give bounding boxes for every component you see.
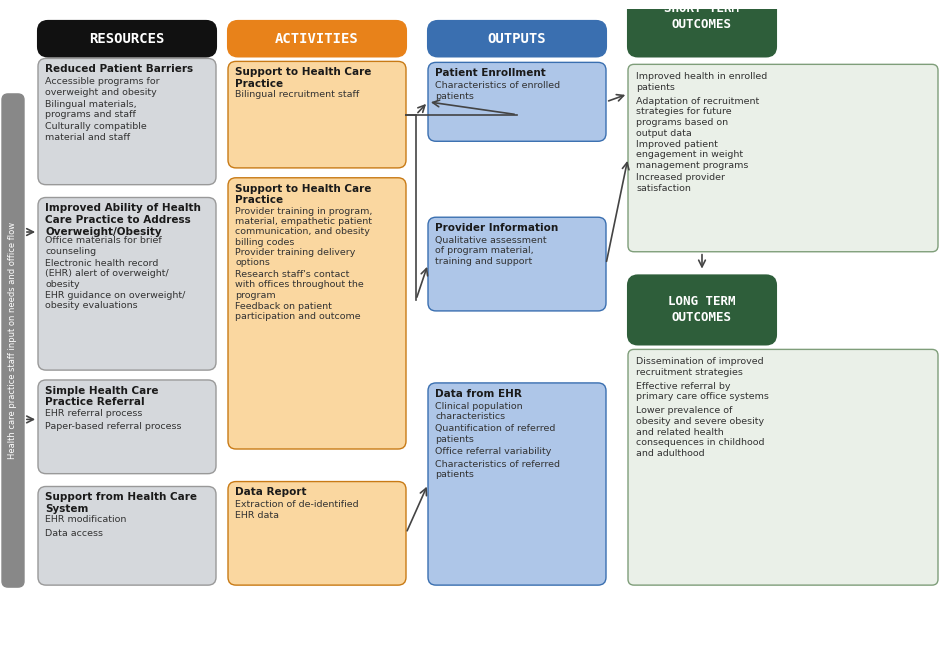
Text: ACTIVITIES: ACTIVITIES bbox=[276, 32, 359, 46]
Text: Qualitative assessment
of program material,
training and support: Qualitative assessment of program materi… bbox=[435, 236, 546, 266]
Text: Data access: Data access bbox=[45, 529, 103, 537]
Text: Improved health in enrolled
patients: Improved health in enrolled patients bbox=[636, 72, 768, 92]
FancyBboxPatch shape bbox=[228, 482, 406, 585]
FancyBboxPatch shape bbox=[628, 276, 776, 344]
Text: Accessible programs for
overweight and obesity: Accessible programs for overweight and o… bbox=[45, 77, 160, 97]
Text: Support to Health Care
Practice: Support to Health Care Practice bbox=[235, 67, 371, 89]
FancyBboxPatch shape bbox=[38, 21, 216, 57]
FancyBboxPatch shape bbox=[38, 198, 216, 370]
Text: Adaptation of recruitment
strategies for future
programs based on
output data: Adaptation of recruitment strategies for… bbox=[636, 97, 759, 138]
Text: Data from EHR: Data from EHR bbox=[435, 389, 522, 399]
Text: Quantification of referred
patients: Quantification of referred patients bbox=[435, 424, 556, 444]
Text: Feedback on patient
participation and outcome: Feedback on patient participation and ou… bbox=[235, 302, 361, 321]
Text: Bilingual materials,
programs and staff: Bilingual materials, programs and staff bbox=[45, 100, 137, 119]
FancyBboxPatch shape bbox=[628, 65, 938, 252]
FancyBboxPatch shape bbox=[628, 0, 776, 57]
FancyBboxPatch shape bbox=[428, 21, 606, 57]
FancyBboxPatch shape bbox=[38, 59, 216, 184]
Text: SHORT TERM
OUTCOMES: SHORT TERM OUTCOMES bbox=[664, 1, 739, 31]
Text: Improved Ability of Health
Care Practice to Address
Overweight/Obesity: Improved Ability of Health Care Practice… bbox=[45, 203, 200, 236]
Text: EHR modification: EHR modification bbox=[45, 515, 126, 524]
Text: LONG TERM
OUTCOMES: LONG TERM OUTCOMES bbox=[668, 296, 735, 324]
Text: Data Report: Data Report bbox=[235, 488, 307, 498]
Text: Clinical population
characteristics: Clinical population characteristics bbox=[435, 402, 522, 421]
Text: EHR guidance on overweight/
obesity evaluations: EHR guidance on overweight/ obesity eval… bbox=[45, 290, 185, 310]
Text: Office materials for brief
counseling: Office materials for brief counseling bbox=[45, 236, 162, 256]
FancyBboxPatch shape bbox=[428, 383, 606, 585]
Text: EHR referral process: EHR referral process bbox=[45, 409, 142, 418]
FancyBboxPatch shape bbox=[228, 61, 406, 168]
Text: Characteristics of referred
patients: Characteristics of referred patients bbox=[435, 460, 560, 480]
FancyBboxPatch shape bbox=[428, 63, 606, 141]
Text: OUTPUTS: OUTPUTS bbox=[487, 32, 546, 46]
Text: Office referral variability: Office referral variability bbox=[435, 447, 551, 456]
FancyBboxPatch shape bbox=[228, 178, 406, 449]
Text: Electronic health record
(EHR) alert of overweight/
obesity: Electronic health record (EHR) alert of … bbox=[45, 259, 169, 288]
Text: Health care practice staff input on needs and office flow: Health care practice staff input on need… bbox=[9, 222, 17, 459]
Text: Support to Health Care
Practice: Support to Health Care Practice bbox=[235, 184, 371, 205]
Text: RESOURCES: RESOURCES bbox=[89, 32, 164, 46]
Text: Research staff's contact
with offices throughout the
program: Research staff's contact with offices th… bbox=[235, 270, 364, 300]
Text: Increased provider
satisfaction: Increased provider satisfaction bbox=[636, 173, 725, 193]
Text: Bilingual recruitment staff: Bilingual recruitment staff bbox=[235, 90, 359, 99]
Text: Characteristics of enrolled
patients: Characteristics of enrolled patients bbox=[435, 81, 560, 101]
FancyBboxPatch shape bbox=[38, 486, 216, 585]
FancyBboxPatch shape bbox=[428, 217, 606, 311]
Text: Provider training in program,
material, empathetic patient
communication, and ob: Provider training in program, material, … bbox=[235, 206, 372, 247]
Text: Improved patient
engagement in weight
management programs: Improved patient engagement in weight ma… bbox=[636, 140, 749, 170]
Text: Provider Information: Provider Information bbox=[435, 223, 559, 233]
Text: Simple Health Care
Practice Referral: Simple Health Care Practice Referral bbox=[45, 386, 159, 408]
FancyBboxPatch shape bbox=[228, 21, 406, 57]
Text: Provider training delivery
options: Provider training delivery options bbox=[235, 248, 355, 267]
Text: Patient Enrollment: Patient Enrollment bbox=[435, 69, 545, 79]
Text: Dissemination of improved
recruitment strategies: Dissemination of improved recruitment st… bbox=[636, 357, 764, 377]
Text: Paper-based referral process: Paper-based referral process bbox=[45, 422, 181, 431]
FancyBboxPatch shape bbox=[2, 94, 24, 587]
Text: Support from Health Care
System: Support from Health Care System bbox=[45, 492, 197, 514]
Text: Culturally compatible
material and staff: Culturally compatible material and staff bbox=[45, 122, 146, 142]
FancyBboxPatch shape bbox=[38, 380, 216, 474]
Text: Reduced Patient Barriers: Reduced Patient Barriers bbox=[45, 65, 193, 75]
Text: Effective referral by
primary care office systems: Effective referral by primary care offic… bbox=[636, 382, 769, 402]
Text: Lower prevalence of
obesity and severe obesity
and related health
consequences i: Lower prevalence of obesity and severe o… bbox=[636, 406, 765, 458]
FancyBboxPatch shape bbox=[628, 350, 938, 585]
Text: Extraction of de-identified
EHR data: Extraction of de-identified EHR data bbox=[235, 500, 359, 520]
